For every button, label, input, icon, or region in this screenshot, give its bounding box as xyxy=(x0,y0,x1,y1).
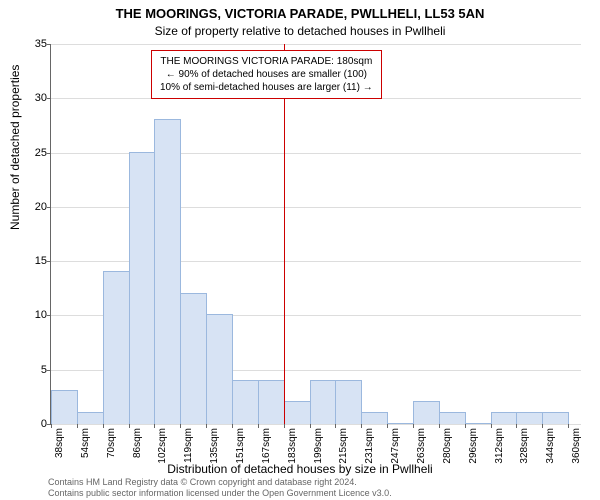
x-tick-mark xyxy=(77,424,78,428)
x-tick-mark xyxy=(335,424,336,428)
y-tick-label: 30 xyxy=(35,92,47,104)
y-tick-mark xyxy=(47,315,51,316)
y-tick-mark xyxy=(47,44,51,45)
x-tick-label: 70sqm xyxy=(106,428,117,458)
x-tick-label: 102sqm xyxy=(157,428,168,464)
x-tick-mark xyxy=(439,424,440,428)
x-tick-mark xyxy=(284,424,285,428)
bar xyxy=(129,152,156,424)
x-tick-mark xyxy=(232,424,233,428)
x-tick-label: 247sqm xyxy=(390,428,401,464)
plot-area: 0510152025303538sqm54sqm70sqm86sqm102sqm… xyxy=(50,44,581,425)
y-tick-mark xyxy=(47,370,51,371)
bar xyxy=(361,412,388,424)
x-tick-label: 135sqm xyxy=(209,428,220,464)
footer-line-2: Contains public sector information licen… xyxy=(48,488,392,499)
y-tick-mark xyxy=(47,98,51,99)
x-tick-mark xyxy=(542,424,543,428)
bar xyxy=(232,380,259,424)
x-tick-mark xyxy=(129,424,130,428)
chart-title: THE MOORINGS, VICTORIA PARADE, PWLLHELI,… xyxy=(0,6,600,21)
y-tick-label: 10 xyxy=(35,309,47,321)
x-tick-mark xyxy=(154,424,155,428)
annotation-line: THE MOORINGS VICTORIA PARADE: 180sqm xyxy=(160,55,373,68)
y-tick-label: 5 xyxy=(41,364,47,376)
bar xyxy=(284,401,311,424)
footer-line-1: Contains HM Land Registry data © Crown c… xyxy=(48,477,392,488)
x-tick-label: 119sqm xyxy=(183,428,194,463)
bar xyxy=(516,412,543,424)
x-tick-label: 38sqm xyxy=(54,428,65,458)
x-tick-label: 344sqm xyxy=(545,428,556,464)
x-tick-label: 86sqm xyxy=(132,428,143,458)
x-tick-mark xyxy=(491,424,492,428)
y-tick-mark xyxy=(47,207,51,208)
x-tick-label: 231sqm xyxy=(364,428,375,464)
x-tick-mark xyxy=(568,424,569,428)
y-tick-label: 25 xyxy=(35,147,47,159)
x-tick-label: 263sqm xyxy=(416,428,427,464)
x-tick-label: 151sqm xyxy=(235,428,246,464)
bar xyxy=(542,412,569,424)
y-tick-label: 0 xyxy=(41,418,47,430)
x-tick-label: 167sqm xyxy=(261,428,272,464)
bar xyxy=(465,423,492,424)
x-tick-mark xyxy=(51,424,52,428)
y-tick-mark xyxy=(47,261,51,262)
grid-line xyxy=(51,44,581,45)
bar xyxy=(491,412,518,424)
x-tick-mark xyxy=(516,424,517,428)
x-tick-mark xyxy=(206,424,207,428)
reference-line xyxy=(284,44,285,424)
annotation-box: THE MOORINGS VICTORIA PARADE: 180sqm← 90… xyxy=(151,50,382,99)
histogram-chart: THE MOORINGS, VICTORIA PARADE, PWLLHELI,… xyxy=(0,0,600,500)
x-tick-label: 215sqm xyxy=(338,428,349,464)
x-tick-mark xyxy=(310,424,311,428)
x-tick-label: 54sqm xyxy=(80,428,91,458)
footer-text: Contains HM Land Registry data © Crown c… xyxy=(48,477,392,499)
x-tick-label: 199sqm xyxy=(313,428,324,464)
bar xyxy=(103,271,130,424)
bar xyxy=(310,380,337,424)
x-tick-label: 183sqm xyxy=(287,428,298,464)
y-tick-label: 20 xyxy=(35,201,47,213)
bar xyxy=(387,423,414,424)
bar xyxy=(439,412,466,424)
x-tick-label: 328sqm xyxy=(519,428,530,464)
y-tick-mark xyxy=(47,153,51,154)
chart-subtitle: Size of property relative to detached ho… xyxy=(0,24,600,38)
x-tick-label: 312sqm xyxy=(494,428,505,464)
grid-line xyxy=(51,424,581,425)
x-axis-label: Distribution of detached houses by size … xyxy=(0,462,600,476)
bar xyxy=(413,401,440,424)
bar xyxy=(51,390,78,424)
x-tick-mark xyxy=(361,424,362,428)
bar xyxy=(154,119,181,424)
annotation-line: 10% of semi-detached houses are larger (… xyxy=(160,81,373,94)
bar xyxy=(206,314,233,424)
bar xyxy=(335,380,362,424)
x-tick-label: 296sqm xyxy=(468,428,479,464)
y-tick-label: 15 xyxy=(35,255,47,267)
x-tick-mark xyxy=(258,424,259,428)
bar xyxy=(180,293,207,424)
y-axis-label: Number of detached properties xyxy=(8,65,22,230)
annotation-line: ← 90% of detached houses are smaller (10… xyxy=(160,68,373,81)
x-tick-mark xyxy=(180,424,181,428)
x-tick-mark xyxy=(387,424,388,428)
x-tick-label: 360sqm xyxy=(571,428,582,464)
x-tick-mark xyxy=(413,424,414,428)
x-tick-mark xyxy=(103,424,104,428)
bar xyxy=(258,380,285,424)
x-tick-label: 280sqm xyxy=(442,428,453,464)
y-tick-label: 35 xyxy=(35,38,47,50)
bar xyxy=(77,412,104,424)
x-tick-mark xyxy=(465,424,466,428)
